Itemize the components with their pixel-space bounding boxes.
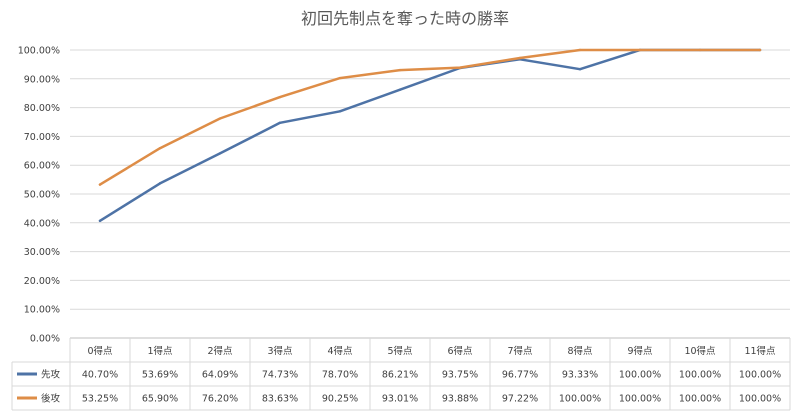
data-label: 100.00% [619,394,661,405]
x-tick-label: 3得点 [267,345,293,357]
series-line-1 [98,48,762,223]
data-point [698,48,702,52]
y-tick-label: 30.00% [24,247,60,258]
data-point [98,183,102,186]
y-tick-label: 80.00% [24,103,60,114]
x-tick-label: 6得点 [447,345,473,357]
data-table: 0得点 1得点 2得点 3得点 4得点 5得点 6得点 7得点 8得点 9得点 10得点 11得点先攻… [11,338,791,411]
data-label: 93.01% [382,394,418,405]
y-tick-label: 0.00% [30,334,60,345]
data-point [158,182,162,185]
x-tick-label: 1得点 [147,345,173,357]
series-lines [98,48,762,223]
x-tick-label: 10得点 [684,345,716,357]
data-point [578,68,582,71]
data-point [638,48,642,52]
data-label: 53.25% [82,394,118,405]
data-label: 93.88% [442,394,478,405]
data-label: 86.21% [382,370,418,381]
data-label: 40.70% [82,370,118,381]
data-point [218,152,222,155]
chart-title: 初回先制点を奪った時の勝率 [301,9,509,28]
gridlines [70,49,790,339]
x-tick-label: 2得点 [207,345,233,357]
data-point [338,76,342,80]
series-line-2 [98,48,762,186]
data-point [278,95,282,99]
data-point [518,56,522,60]
data-label: 76.20% [202,394,238,405]
y-tick-label: 40.00% [24,218,60,229]
data-point [758,48,762,52]
data-point [158,147,162,150]
data-point [398,68,402,72]
y-tick-label: 100.00% [18,46,60,57]
data-point [578,48,582,52]
data-label: 100.00% [679,394,721,405]
data-label: 65.90% [142,394,178,405]
x-tick-label: 8得点 [567,345,593,357]
x-tick-label: 4得点 [327,345,353,357]
data-point [98,219,102,222]
x-tick-label: 0得点 [87,345,113,357]
y-tick-label: 10.00% [24,305,60,316]
data-point [278,121,282,124]
data-label: 78.70% [322,370,358,381]
data-label: 90.25% [322,394,358,405]
x-tick-label: 11得点 [744,345,776,357]
y-tick-label: 60.00% [24,161,60,172]
x-tick-label: 9得点 [627,345,653,357]
data-label: 100.00% [679,370,721,381]
x-tick-label: 5得点 [387,345,413,357]
data-label: 93.75% [442,370,478,381]
data-label: 100.00% [739,394,781,405]
y-tick-label: 90.00% [24,74,60,85]
legend-label: 先攻 [41,369,61,381]
y-tick-label: 70.00% [24,132,60,143]
data-label: 96.77% [502,370,538,381]
data-label: 53.69% [142,370,178,381]
data-label: 64.09% [202,370,238,381]
data-point [338,110,342,113]
y-tick-label: 50.00% [24,190,60,201]
data-label: 100.00% [559,394,601,405]
y-axis-ticks: 0.00% 10.00% 20.00% 30.00% 40.00% 50.00% 60.00… [18,46,60,345]
data-point [218,117,222,120]
data-point [398,88,402,91]
y-tick-label: 20.00% [24,276,60,287]
data-label: 83.63% [262,394,298,405]
data-label: 100.00% [739,370,781,381]
data-label: 93.33% [562,370,598,381]
data-label: 74.73% [262,370,298,381]
legend-label: 後攻 [41,393,61,405]
data-label: 100.00% [619,370,661,381]
data-point [458,66,462,69]
x-tick-label: 7得点 [507,345,533,357]
data-label: 97.22% [502,394,538,405]
